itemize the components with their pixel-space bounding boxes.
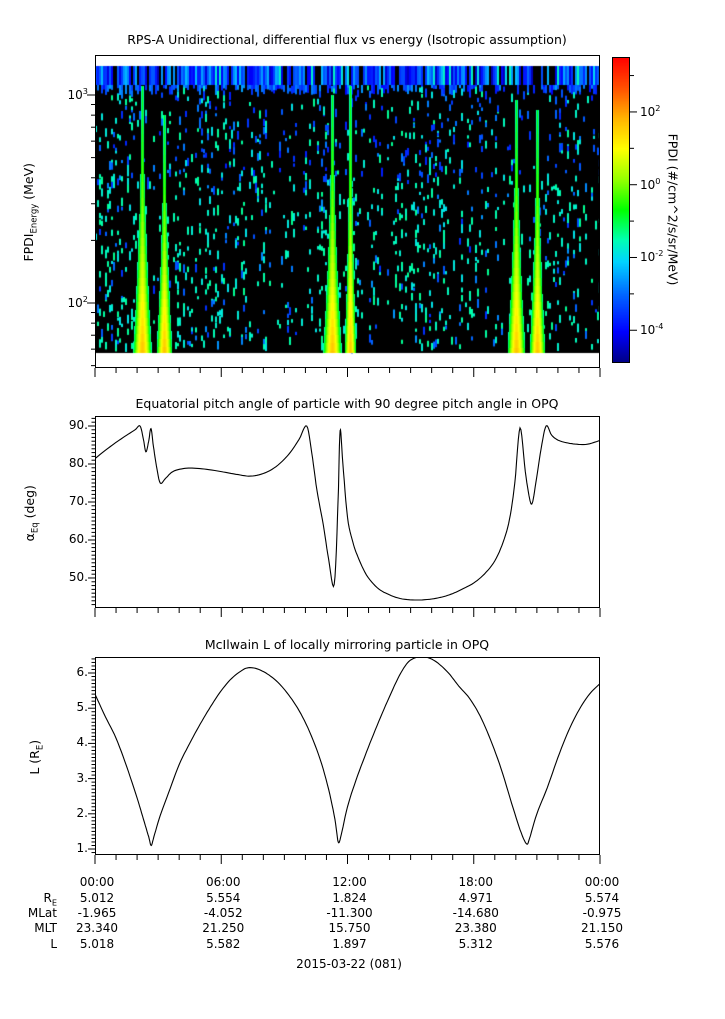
spectrogram-ytick-label: 102: [67, 294, 88, 310]
ephemeris-value: -14.680: [452, 906, 499, 920]
ephemeris-value: 5.554: [206, 891, 241, 905]
pitch-ytick-label: 60.: [68, 531, 88, 546]
ephemeris-value: -4.052: [203, 906, 243, 920]
ephemeris-value: 1.824: [332, 891, 367, 905]
spectrogram-ytick-label: 103: [67, 85, 88, 102]
l-panel-title: McIlwain L of locally mirroring particle…: [204, 637, 490, 652]
ephemeris-value: 15.750: [328, 921, 371, 935]
pitch-ytick-label: 70.: [68, 493, 88, 508]
colorbar-tick-label: 10-4: [640, 321, 664, 338]
ephemeris-value: 5.018: [79, 937, 115, 951]
ephemeris-row-label-l: L: [50, 937, 57, 951]
l-ytick-label: 5.: [76, 700, 88, 715]
colorbar-gradient: [612, 57, 630, 363]
ephemeris-value: 21.150: [581, 921, 623, 935]
ephemeris-value: 23.340: [76, 921, 118, 935]
l-ytick-label: 6.: [76, 664, 88, 679]
pitch-panel-title: Equatorial pitch angle of particle with …: [135, 396, 559, 411]
colorbar-tick-label: 10-2: [640, 248, 664, 265]
ephemeris-value: 23.380: [454, 921, 497, 935]
ephemeris-value: -0.975: [582, 906, 622, 920]
panel-frame: [95, 657, 600, 855]
ephemeris-value: 4.971: [458, 891, 493, 905]
colorbar-tick-label: 102: [640, 102, 661, 119]
ephemeris-value: 5.576: [584, 937, 620, 951]
ephemeris-row-label-mlat: MLat: [27, 906, 57, 920]
ephemeris-value: 5.582: [206, 937, 241, 951]
l-ytick-label: 1.: [76, 841, 88, 855]
panel-frame: [95, 416, 600, 608]
time-tick-label: 00:00: [584, 875, 620, 889]
ephemeris-value: -1.965: [77, 906, 117, 920]
ephemeris-value: 1.897: [332, 937, 367, 951]
ephemeris-row-label-mlt: MLT: [34, 921, 57, 935]
pitch-ytick-label: 90.: [68, 417, 88, 432]
spectrogram-title: RPS-A Unidirectional, differential flux …: [127, 32, 567, 47]
spectrogram-heatmap: [95, 55, 600, 368]
panel-frame: [95, 55, 600, 368]
l-ytick-label: 3.: [76, 770, 88, 785]
time-tick-label: 18:00: [458, 875, 494, 889]
time-tick-label: 12:00: [332, 875, 367, 889]
colorbar-tick-label: 100: [640, 175, 661, 192]
ephemeris-value: 5.312: [458, 937, 493, 951]
pitch-angle-curve: [95, 424, 600, 601]
l-ytick-label: 4.: [76, 735, 88, 750]
ephemeris-row-label-r: RE: [43, 891, 58, 908]
pitch-ytick-label: 50.: [68, 569, 88, 584]
ephemeris-value: -11.300: [326, 906, 373, 920]
ephemeris-value: 21.250: [202, 921, 245, 935]
pitch-ytick-label: 80.: [68, 455, 88, 470]
time-tick-label: 06:00: [205, 875, 241, 889]
ephemeris-value: 5.574: [584, 891, 620, 905]
l-ytick-label: 2.: [76, 805, 88, 820]
panel-frame: [612, 57, 630, 363]
time-tick-label: 00:00: [79, 875, 115, 889]
l-shell-curve: [95, 657, 600, 847]
date-label: 2015-03-22 (081): [296, 957, 402, 971]
ephemeris-value: 5.012: [79, 891, 115, 905]
